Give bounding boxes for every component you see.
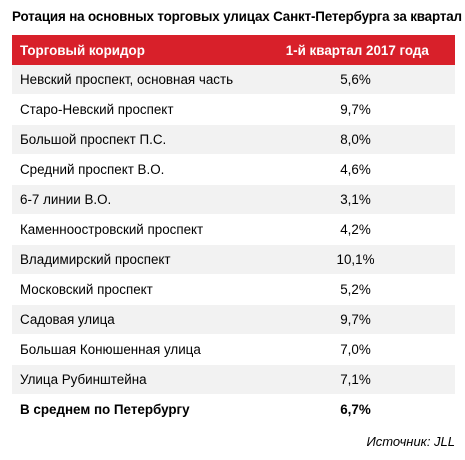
table-header: Торговый коридор 1-й квартал 2017 года — [12, 35, 455, 65]
street-name: Улица Рубинштейна — [20, 372, 147, 387]
rotation-value: 3,1% — [340, 192, 371, 207]
rotation-value: 8,0% — [340, 132, 371, 147]
total-value: 6,7% — [340, 402, 371, 417]
rotation-value: 4,2% — [340, 222, 371, 237]
rotation-value: 5,6% — [340, 72, 371, 87]
street-name: Большой проспект П.С. — [20, 132, 167, 147]
rotation-value: 5,2% — [340, 282, 371, 297]
table-row: Большой проспект П.С. 8,0% — [12, 125, 455, 155]
table-row: Каменноостровский проспект 4,2% — [12, 215, 455, 245]
table-row: Средний проспект В.О. 4,6% — [12, 155, 455, 185]
rotation-value: 9,7% — [340, 102, 371, 117]
table-row: Улица Рубинштейна 7,1% — [12, 365, 455, 395]
rotation-value: 4,6% — [340, 162, 371, 177]
table-row: Владимирский проспект 10,1% — [12, 245, 455, 275]
street-name: Садовая улица — [20, 312, 115, 327]
header-corridor: Торговый коридор — [20, 42, 145, 58]
street-name: Старо-Невский проспект — [20, 102, 174, 117]
table-title: Ротация на основных торговых улицах Санк… — [12, 9, 462, 24]
street-name: Московский проспект — [20, 282, 153, 297]
table-row: Невский проспект, основная часть 5,6% — [12, 65, 455, 95]
rotation-value: 10,1% — [336, 252, 375, 267]
source-note: Источник: JLL — [366, 434, 455, 449]
rotation-value: 7,1% — [340, 372, 371, 387]
street-name: Большая Конюшенная улица — [20, 342, 201, 357]
street-name: Невский проспект, основная часть — [20, 72, 234, 87]
table-row: Большая Конюшенная улица 7,0% — [12, 335, 455, 365]
header-quarter: 1-й квартал 2017 года — [285, 42, 429, 58]
street-name: Каменноостровский проспект — [20, 222, 204, 237]
table-total-row: В среднем по Петербургу 6,7% — [12, 395, 455, 425]
street-name: Владимирский проспект — [20, 252, 171, 267]
table-row: 6-7 линии В.О. 3,1% — [12, 185, 455, 215]
street-name: Средний проспект В.О. — [20, 162, 165, 177]
table-row: Старо-Невский проспект 9,7% — [12, 95, 455, 125]
rotation-value: 9,7% — [340, 312, 371, 327]
total-label: В среднем по Петербургу — [20, 402, 190, 417]
rotation-value: 7,0% — [340, 342, 371, 357]
rotation-table: Торговый коридор 1-й квартал 2017 года Н… — [12, 35, 455, 425]
table-row: Садовая улица 9,7% — [12, 305, 455, 335]
table-row: Московский проспект 5,2% — [12, 275, 455, 305]
street-name: 6-7 линии В.О. — [20, 192, 112, 207]
